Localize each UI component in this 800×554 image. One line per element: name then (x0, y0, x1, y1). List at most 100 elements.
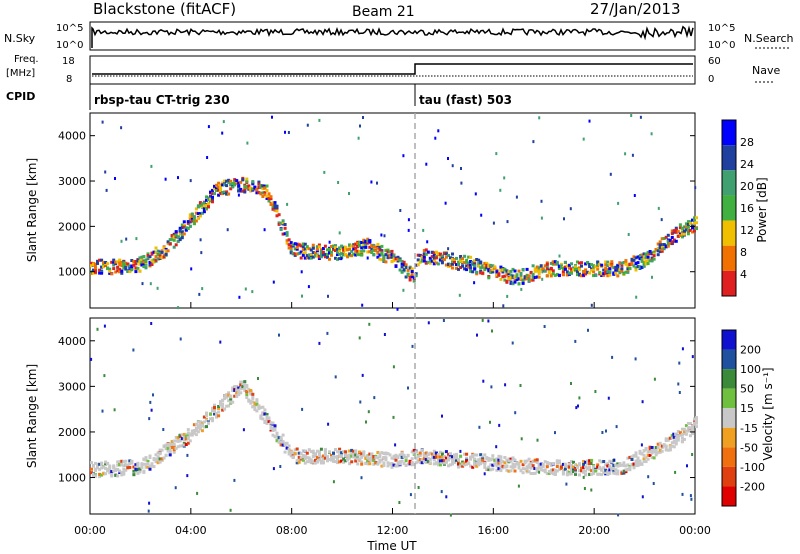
data-cell (584, 473, 588, 477)
data-cell (610, 262, 614, 266)
data-cell (233, 385, 237, 388)
data-cell (561, 270, 565, 274)
data-cell (459, 259, 463, 263)
noise-cell (207, 125, 210, 129)
data-cell (555, 260, 559, 264)
data-cell (315, 254, 319, 258)
data-cell (342, 253, 346, 257)
data-cell (352, 252, 356, 256)
data-cell (259, 186, 263, 190)
data-cell (237, 388, 241, 392)
noise-cell (222, 120, 225, 124)
noise-cell (272, 467, 275, 471)
data-cell (162, 255, 166, 259)
data-cell (648, 259, 652, 263)
data-cell (527, 470, 531, 474)
data-cell (664, 439, 668, 443)
data-cell (247, 387, 251, 391)
data-cell (430, 259, 434, 263)
data-cell (602, 268, 606, 272)
data-cell (380, 458, 384, 462)
data-cell (535, 470, 539, 474)
data-cell (676, 434, 680, 438)
data-cell (384, 458, 388, 462)
data-cell (156, 257, 160, 261)
data-cell (658, 240, 662, 244)
data-cell (174, 435, 178, 439)
data-cell (680, 433, 684, 437)
data-cell (674, 436, 678, 440)
x-tick-label: 00:00 (679, 524, 711, 537)
data-cell (259, 406, 263, 410)
data-cell (586, 270, 590, 274)
data-cell (134, 463, 138, 467)
data-cell (604, 468, 608, 472)
data-cell (158, 253, 162, 257)
noise-cell (323, 170, 326, 174)
cpid-label: CPID (6, 90, 35, 103)
data-cell (398, 268, 402, 272)
data-cell (263, 184, 267, 188)
data-cell (461, 260, 465, 264)
data-cell (473, 259, 477, 263)
data-cell (527, 465, 531, 469)
data-cell (200, 211, 204, 215)
data-cell (328, 251, 331, 255)
data-cell (372, 248, 376, 252)
data-cell (251, 392, 255, 396)
noise-cell (442, 319, 445, 322)
data-cell (549, 261, 553, 265)
data-cell (440, 261, 444, 265)
data-cell (394, 464, 398, 468)
data-cell (672, 229, 676, 233)
data-cell (444, 255, 448, 259)
data-cell (428, 461, 432, 465)
data-cell (636, 265, 640, 268)
data-cell (638, 266, 642, 270)
data-cell (233, 178, 237, 182)
data-cell (420, 255, 424, 259)
data-cell (668, 242, 672, 245)
data-cell (503, 274, 507, 278)
data-cell (646, 262, 650, 266)
beam-label: Beam 21 (352, 4, 415, 20)
data-cell (102, 465, 106, 469)
data-cell (620, 263, 624, 267)
data-cell (455, 256, 458, 260)
data-cell (616, 266, 620, 270)
noise-cell (164, 177, 167, 181)
data-cell (114, 270, 118, 274)
data-cell (146, 252, 150, 256)
data-cell (436, 455, 440, 459)
noise-cell (651, 275, 653, 279)
data-cell (219, 184, 223, 188)
data-cell (340, 246, 344, 250)
data-cell (303, 457, 307, 460)
data-cell (174, 439, 178, 443)
data-cell (565, 470, 569, 474)
data-cell (503, 267, 507, 271)
data-cell (202, 201, 206, 205)
data-cell (666, 239, 670, 243)
data-cell (487, 263, 491, 267)
data-cell (606, 464, 610, 468)
data-cell (686, 230, 690, 234)
noise-cell (196, 491, 199, 495)
data-cell (563, 265, 567, 269)
noise-cell (681, 347, 684, 351)
noise-cell (113, 408, 116, 412)
data-cell (273, 208, 277, 212)
data-cell (374, 461, 378, 465)
data-cell (449, 256, 452, 260)
noise-cell (120, 126, 123, 130)
data-cell (527, 279, 531, 283)
data-cell (235, 395, 239, 398)
data-cell (172, 448, 176, 452)
data-cell (382, 452, 386, 455)
noise-cell (440, 490, 443, 494)
data-cell (162, 246, 166, 250)
data-cell (483, 462, 487, 466)
x-tick-label: 04:00 (175, 524, 207, 537)
data-cell (531, 278, 535, 282)
